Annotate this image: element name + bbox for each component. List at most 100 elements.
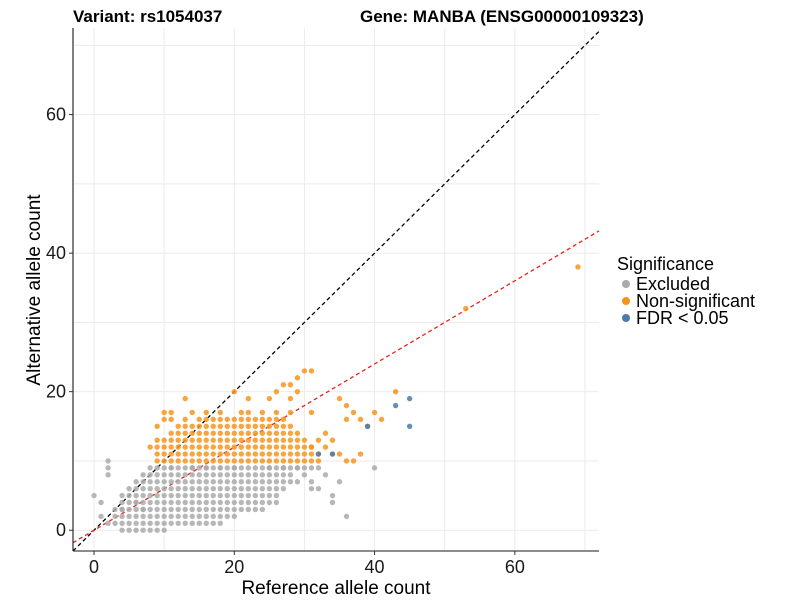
- point-excluded: [140, 520, 146, 526]
- reference-line-identity: [72, 31, 600, 552]
- point-excluded: [133, 499, 139, 506]
- point-excluded: [161, 485, 167, 492]
- point-excluded: [126, 513, 132, 520]
- point-excluded: [147, 506, 153, 513]
- point-excluded: [147, 520, 153, 526]
- point-non-significant: [273, 409, 280, 416]
- point-non-significant: [238, 416, 245, 423]
- point-non-significant: [196, 451, 202, 457]
- point-non-significant: [224, 430, 230, 436]
- point-non-significant: [245, 458, 252, 464]
- point-non-significant: [238, 423, 245, 430]
- point-excluded: [119, 520, 125, 526]
- point-non-significant: [287, 458, 294, 464]
- point-excluded: [175, 499, 181, 506]
- point-non-significant: [343, 402, 350, 409]
- point-non-significant: [294, 444, 301, 450]
- point-non-significant: [259, 451, 266, 457]
- point-excluded: [147, 499, 153, 506]
- point-non-significant: [217, 437, 223, 443]
- point-non-significant: [175, 451, 181, 457]
- point-non-significant: [217, 444, 223, 450]
- point-excluded: [168, 479, 174, 485]
- point-non-significant: [238, 444, 245, 450]
- point-non-significant: [154, 444, 160, 450]
- point-non-significant: [175, 437, 181, 443]
- point-non-significant: [182, 423, 188, 430]
- point-non-significant: [217, 430, 223, 436]
- point-excluded: [189, 485, 195, 492]
- point-excluded: [105, 520, 111, 526]
- point-non-significant: [210, 416, 216, 423]
- point-excluded: [161, 499, 167, 506]
- point-non-significant: [280, 382, 287, 388]
- point-non-significant: [266, 430, 273, 436]
- point-excluded: [245, 492, 252, 499]
- x-tick-label: 20: [224, 557, 244, 577]
- point-excluded: [252, 465, 259, 471]
- point-excluded: [231, 513, 238, 520]
- point-non-significant: [168, 444, 174, 450]
- point-excluded: [371, 465, 378, 471]
- point-excluded: [266, 499, 273, 506]
- point-non-significant: [252, 437, 259, 443]
- point-non-significant: [252, 423, 259, 430]
- point-non-significant: [273, 444, 280, 450]
- point-excluded: [175, 465, 181, 471]
- point-non-significant: [308, 368, 315, 374]
- point-excluded: [224, 472, 230, 478]
- point-excluded: [112, 506, 118, 513]
- point-excluded: [287, 479, 294, 485]
- point-excluded: [231, 506, 238, 513]
- point-non-significant: [294, 388, 301, 395]
- point-non-significant: [273, 451, 280, 457]
- point-excluded: [161, 465, 167, 471]
- point-excluded: [126, 499, 132, 506]
- point-excluded: [210, 479, 216, 485]
- point-non-significant: [245, 444, 252, 450]
- point-excluded: [175, 485, 181, 492]
- point-non-significant: [238, 458, 245, 464]
- point-excluded: [196, 492, 202, 499]
- point-excluded: [161, 520, 167, 526]
- point-non-significant: [217, 416, 223, 423]
- point-non-significant: [336, 395, 343, 402]
- point-non-significant: [238, 437, 245, 443]
- point-excluded: [196, 472, 202, 478]
- y-axis-ticks: 0 20 40 60: [46, 105, 73, 540]
- point-excluded: [161, 492, 167, 499]
- point-non-significant: [238, 409, 245, 416]
- point-excluded: [140, 472, 146, 478]
- point-fdr-0-05: [315, 451, 322, 457]
- point-non-significant: [203, 423, 209, 430]
- point-non-significant: [210, 458, 216, 464]
- point-non-significant: [189, 430, 195, 436]
- point-non-significant: [322, 430, 329, 436]
- data-points: [91, 264, 581, 533]
- point-excluded: [119, 492, 125, 499]
- y-axis-title: Alternative allele count: [24, 194, 45, 386]
- point-non-significant: [266, 423, 273, 430]
- point-non-significant: [273, 423, 280, 430]
- point-non-significant: [224, 437, 230, 443]
- point-non-significant: [196, 416, 202, 423]
- point-excluded: [238, 485, 245, 492]
- point-excluded: [105, 458, 111, 464]
- point-non-significant: [245, 395, 252, 402]
- point-excluded: [217, 479, 223, 485]
- point-non-significant: [273, 458, 280, 464]
- point-non-significant: [210, 423, 216, 430]
- point-excluded: [126, 520, 132, 526]
- point-non-significant: [203, 430, 209, 436]
- point-excluded: [196, 479, 202, 485]
- point-excluded: [259, 465, 266, 471]
- point-fdr-0-05: [406, 423, 413, 430]
- point-non-significant: [231, 430, 238, 436]
- x-axis-title: Reference allele count: [241, 578, 431, 599]
- point-non-significant: [266, 444, 273, 450]
- point-non-significant: [329, 437, 336, 443]
- point-non-significant: [168, 430, 174, 436]
- point-excluded: [154, 465, 160, 471]
- point-excluded: [231, 492, 238, 499]
- point-excluded: [189, 472, 195, 478]
